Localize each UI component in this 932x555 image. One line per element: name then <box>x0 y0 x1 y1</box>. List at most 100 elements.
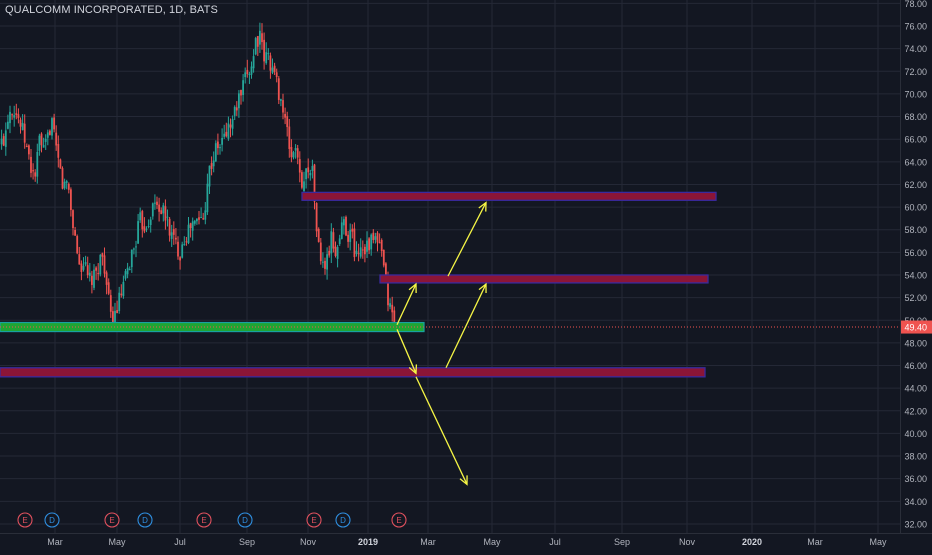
candle-body <box>389 303 391 307</box>
candle-body <box>280 99 282 101</box>
candle <box>2 133 5 147</box>
candle-body <box>393 310 396 326</box>
candle <box>196 218 198 225</box>
candle <box>292 150 295 160</box>
candle <box>74 226 76 236</box>
candle <box>298 151 301 183</box>
candle <box>353 222 356 262</box>
candle <box>46 129 49 146</box>
arrow <box>445 282 487 369</box>
candle <box>315 202 318 238</box>
candle-body <box>372 232 375 241</box>
candle-body <box>355 250 358 254</box>
candle <box>202 212 205 220</box>
candle <box>55 125 58 151</box>
price-tick-label: 36.00 <box>904 474 927 484</box>
price-tick-label: 62.00 <box>904 180 927 190</box>
time-tick-label: May <box>483 537 501 547</box>
candle <box>359 238 362 259</box>
candle-body <box>229 124 232 128</box>
candle <box>324 257 326 275</box>
candle <box>206 173 209 215</box>
candle-body <box>38 135 41 151</box>
candle-body <box>244 72 247 78</box>
candle <box>154 194 156 210</box>
candle-body <box>336 247 339 259</box>
candle <box>221 128 223 152</box>
candle <box>282 93 284 120</box>
price-axis: 32.00 34.00 36.00 38.00 40.00 42.00 44.00 46.00… <box>900 0 932 550</box>
candle-body <box>109 295 112 312</box>
candle <box>286 111 289 137</box>
candle-body <box>233 106 236 116</box>
candle <box>151 202 154 220</box>
candle-body <box>292 152 295 158</box>
candle-body <box>162 205 165 214</box>
candle <box>389 298 391 310</box>
candle <box>99 253 102 277</box>
candle-body <box>210 163 213 169</box>
candle-body <box>252 56 255 69</box>
candle-body <box>269 55 272 71</box>
candle-body <box>370 234 373 250</box>
candle <box>120 284 123 298</box>
candle <box>336 244 339 268</box>
candle <box>76 234 79 255</box>
candle-body <box>208 165 211 187</box>
candle-body <box>275 72 278 78</box>
candle <box>28 144 30 160</box>
candle <box>340 216 343 240</box>
candle <box>277 76 280 105</box>
price-tick-label: 56.00 <box>904 248 927 258</box>
candle-body <box>248 74 251 76</box>
candle <box>229 118 232 138</box>
candle <box>149 216 152 233</box>
candle <box>288 118 291 158</box>
candle <box>30 149 32 178</box>
candle-body <box>315 203 318 232</box>
candle-body <box>189 223 192 229</box>
price-tick-label: 46.00 <box>904 361 927 371</box>
candle <box>164 199 167 230</box>
last-price-label-bg <box>901 320 932 334</box>
candle-body <box>204 210 207 220</box>
candle-body <box>345 216 347 236</box>
last-price-label: 49.40 <box>904 323 927 333</box>
arrow <box>415 376 468 486</box>
candle <box>185 236 188 246</box>
dividend-marker: D <box>44 512 60 528</box>
candle-body <box>246 69 249 75</box>
arrow-shaft <box>445 283 487 369</box>
candle-body <box>13 115 16 118</box>
candle <box>290 139 293 163</box>
candle <box>130 249 133 273</box>
candle-body <box>214 143 217 162</box>
candle-body <box>305 168 307 180</box>
candle <box>36 143 39 184</box>
chart-title: QUALCOMM INCORPORATED, 1D, BATS <box>5 4 218 16</box>
candle <box>168 217 171 242</box>
dividend-marker: D <box>335 512 351 528</box>
candle <box>116 300 118 314</box>
candle-body <box>198 217 200 220</box>
candle <box>19 117 22 134</box>
candle-body <box>135 246 137 248</box>
candle-body <box>332 232 335 249</box>
candle <box>9 105 11 134</box>
candle <box>139 207 142 223</box>
arrow-head <box>478 201 487 212</box>
earnings-marker: E <box>196 512 212 528</box>
price-tick-label: 60.00 <box>904 203 927 213</box>
candle-body <box>324 260 326 269</box>
candle <box>309 169 312 181</box>
candle-body <box>95 267 97 271</box>
candle-body <box>28 145 30 155</box>
candle-body <box>139 212 142 221</box>
candle <box>380 238 383 257</box>
candle-body <box>225 131 228 137</box>
candle-body <box>202 218 205 220</box>
candle-body <box>0 138 3 145</box>
candle <box>313 163 316 210</box>
